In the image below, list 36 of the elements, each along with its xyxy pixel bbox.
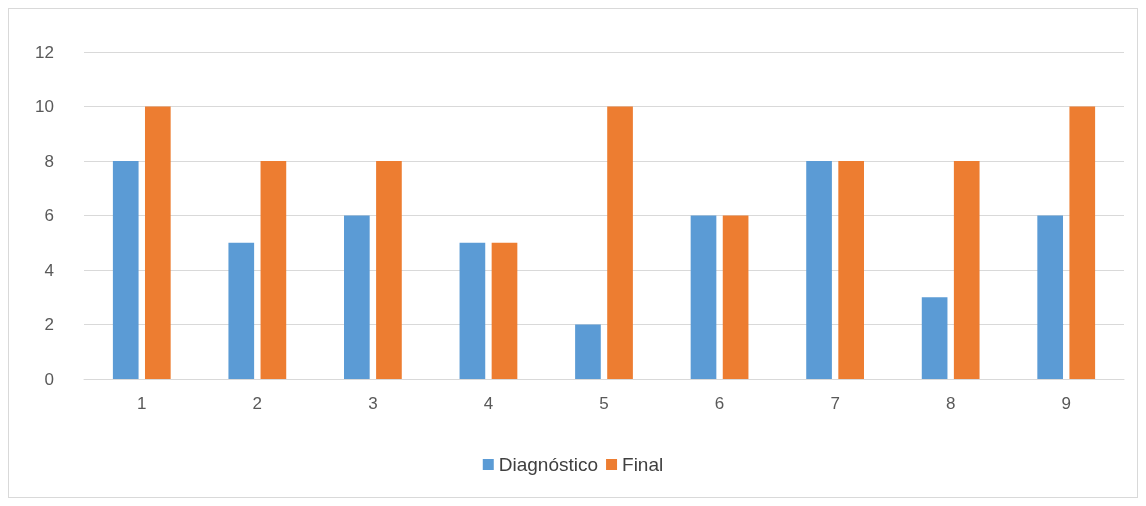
x-tick-label: 5 <box>599 394 609 413</box>
bar <box>1037 215 1064 379</box>
bar <box>575 324 601 379</box>
bar <box>228 242 255 379</box>
y-tick-label: 6 <box>44 206 54 225</box>
bar <box>607 106 633 379</box>
y-tick-label: 10 <box>35 97 54 116</box>
bar <box>344 215 370 379</box>
x-tick-label: 8 <box>945 394 956 413</box>
x-tick-label: 9 <box>1061 394 1071 413</box>
x-tick-label: 6 <box>714 394 725 413</box>
x-tick-label: 3 <box>368 394 378 413</box>
y-tick-label: 0 <box>44 369 54 389</box>
x-tick-label: 4 <box>483 394 494 413</box>
x-tick-label: 1 <box>137 394 147 413</box>
bar <box>376 161 402 379</box>
bar <box>144 106 171 379</box>
bar <box>459 242 486 379</box>
legend-label: Diagnóstico <box>498 454 599 475</box>
legend-label: Final <box>622 454 664 475</box>
bar <box>1069 106 1096 379</box>
y-tick-label: 12 <box>35 42 54 62</box>
x-tick-label: 2 <box>252 394 263 413</box>
bar <box>722 215 749 379</box>
bar <box>838 161 864 379</box>
bar <box>953 161 980 379</box>
y-tick-label: 8 <box>44 151 54 171</box>
x-tick-label: 7 <box>830 394 840 413</box>
bar <box>260 161 287 379</box>
bar <box>921 297 948 379</box>
y-tick-label: 4 <box>44 260 54 280</box>
y-tick-label: 2 <box>44 315 54 334</box>
bar <box>491 242 518 379</box>
bar <box>112 161 139 379</box>
bar <box>806 161 832 379</box>
bar <box>690 215 717 379</box>
